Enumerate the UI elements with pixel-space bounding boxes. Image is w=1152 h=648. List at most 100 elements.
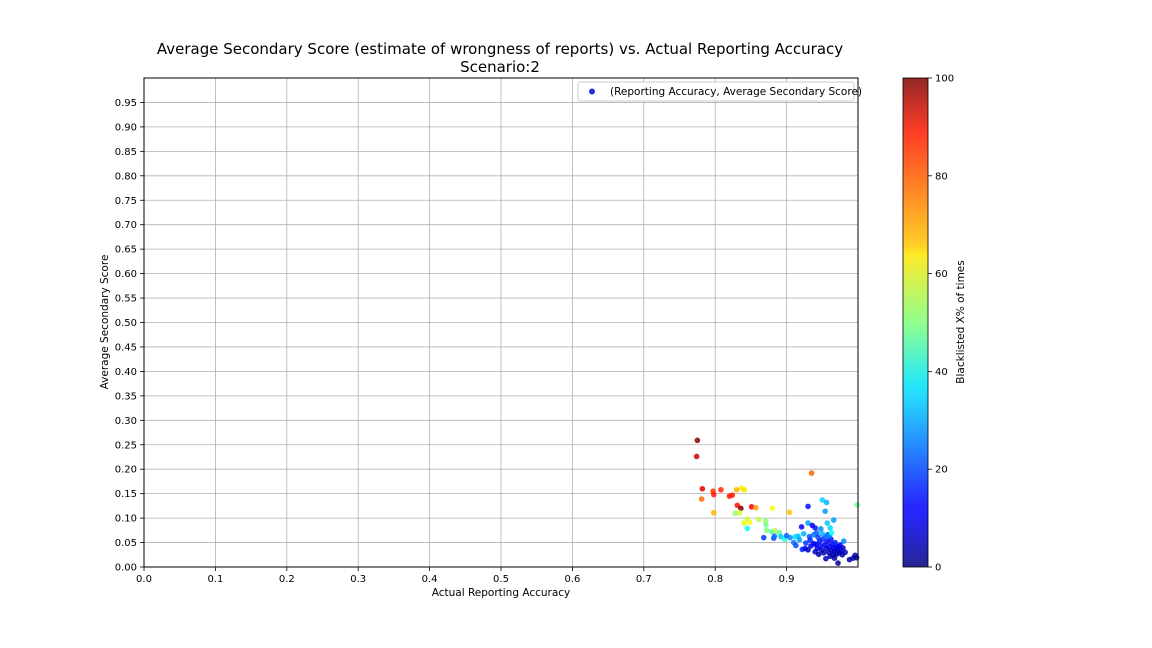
scatter-point (800, 530, 807, 537)
x-axis-label: Actual Reporting Accuracy (432, 587, 571, 599)
scatter-point (699, 485, 706, 492)
scatter-point (823, 555, 829, 562)
y-tick-label: 0.15 (115, 489, 137, 500)
y-tick-label: 0.75 (115, 196, 137, 207)
scatter-point (805, 503, 811, 510)
scatter-point (744, 525, 751, 532)
scatter-point (769, 505, 776, 512)
scatter-point (763, 518, 769, 524)
colorbar-gradient (902, 77, 929, 568)
x-tick-label: 0.9 (779, 574, 795, 585)
y-tick-label: 0.55 (115, 294, 137, 305)
y-tick-label: 0.25 (115, 440, 137, 451)
scatter-point (808, 470, 815, 476)
x-tick-label: 0.7 (636, 574, 652, 585)
scatter-point (837, 542, 843, 548)
y-tick-label: 0.65 (115, 245, 137, 256)
legend-marker (589, 88, 595, 95)
y-tick-label: 0.80 (115, 171, 137, 182)
scatter-point (741, 486, 748, 493)
y-tick-label: 0.40 (115, 367, 137, 378)
scatter-point (798, 524, 805, 530)
scatter-point (820, 550, 827, 556)
chart-subtitle: Scenario:2 (460, 58, 540, 76)
x-tick-label: 0.5 (493, 574, 509, 585)
scatter-point (805, 520, 811, 526)
x-tick-label: 0.8 (707, 574, 723, 585)
scatter-point (736, 509, 743, 516)
scatter-point (693, 453, 700, 460)
scatter-point (732, 510, 738, 517)
scatter-point (803, 540, 809, 546)
y-tick-label: 0.10 (115, 514, 137, 525)
scatter-point (710, 491, 717, 498)
scatter-point (835, 560, 841, 566)
scatter-point (792, 533, 798, 540)
scatter-point (819, 530, 826, 537)
y-tick-label: 0.50 (115, 318, 137, 329)
scatter-point (698, 496, 705, 502)
scatter-point (787, 534, 793, 541)
scatter-point (760, 534, 767, 541)
y-tick-label: 0.00 (115, 563, 137, 574)
scatter-point (853, 554, 860, 561)
scatter-point (755, 516, 762, 523)
scatter-point (807, 537, 813, 543)
x-axis-ticks: 0.0 0.1 0.2 0.3 0.4 0.5 0.6 0.7 0.8 0.9 (136, 567, 795, 585)
scatter-point (710, 509, 717, 516)
scatter-point (738, 505, 744, 512)
x-tick-label: 0.3 (350, 574, 366, 585)
colorbar-ticks: 0 20 40 60 80 100 (928, 74, 954, 574)
scatter-point (694, 437, 701, 444)
y-tick-label: 0.20 (115, 465, 137, 476)
scatter-point (824, 520, 831, 526)
x-tick-label: 0.6 (564, 574, 580, 585)
colorbar-tick-label: 20 (935, 465, 948, 476)
scatter-point (828, 529, 835, 536)
y-axis-label: Average Secondary Score (99, 255, 111, 390)
x-tick-label: 0.2 (279, 574, 295, 585)
x-tick-label: 0.0 (136, 574, 152, 585)
colorbar-label: Blacklisted X% of times (955, 260, 967, 383)
scatter-point (805, 547, 811, 553)
colorbar-tick-label: 60 (935, 269, 948, 280)
legend: (Reporting Accuracy, Average Secondary S… (577, 81, 862, 102)
y-axis-ticks: 0.00 0.05 0.10 0.15 0.20 0.25 0.30 0.35 0.40 0.45… (115, 98, 144, 574)
y-tick-label: 0.30 (115, 416, 137, 427)
scatter-point (810, 531, 817, 538)
chart-title: Average Secondary Score (estimate of wro… (157, 40, 843, 58)
scatter-point (812, 525, 818, 531)
scatter-point (827, 525, 833, 531)
scatter-point (818, 526, 824, 532)
scatter-point (815, 551, 822, 558)
x-tick-label: 0.4 (422, 574, 438, 585)
scatter-point (740, 520, 747, 526)
scatter-point (842, 549, 848, 556)
colorbar: 0 20 40 60 80 100 Blacklisted X% of times (902, 74, 967, 574)
points-layer (693, 437, 861, 566)
y-tick-label: 0.90 (115, 122, 137, 133)
y-tick-label: 0.95 (115, 98, 137, 109)
colorbar-tick-label: 100 (935, 74, 954, 85)
scatter-point (733, 486, 740, 493)
scatter-point (746, 519, 753, 526)
y-tick-label: 0.05 (115, 538, 137, 549)
scatter-point (772, 528, 778, 534)
scatter-point (748, 504, 755, 510)
scatter-point (819, 497, 826, 503)
legend-box (577, 81, 855, 102)
y-tick-label: 0.45 (115, 342, 137, 353)
legend-entry: (Reporting Accuracy, Average Secondary S… (610, 86, 862, 98)
y-tick-label: 0.35 (115, 391, 137, 402)
colorbar-tick-label: 40 (935, 367, 948, 378)
y-tick-label: 0.85 (115, 147, 137, 158)
scatter-point (832, 539, 838, 546)
scatter-point (793, 542, 799, 549)
scatter-point (796, 536, 803, 543)
colorbar-tick-label: 80 (935, 171, 948, 182)
scatter-point (763, 527, 770, 534)
y-tick-label: 0.60 (115, 269, 137, 280)
scatter-point (840, 538, 847, 544)
scatter-point (718, 486, 724, 493)
